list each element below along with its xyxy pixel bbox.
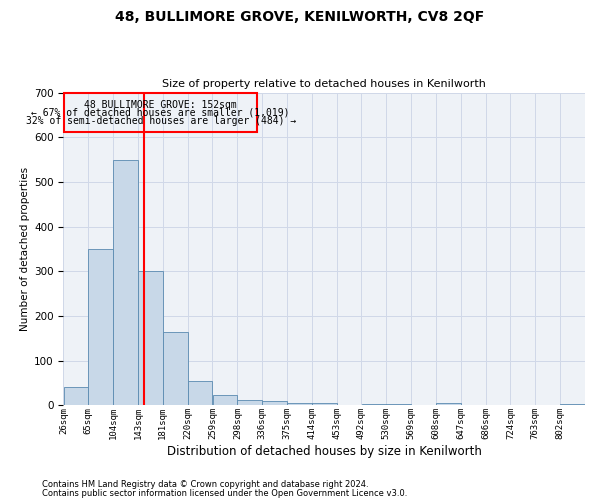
Bar [64, 94, 257, 132]
Bar [262, 401, 287, 406]
Bar [362, 404, 386, 406]
Bar [287, 403, 312, 406]
Text: ← 67% of detached houses are smaller (1,019): ← 67% of detached houses are smaller (1,… [31, 108, 290, 118]
Bar [88, 249, 113, 406]
Bar [436, 403, 461, 406]
Bar [113, 160, 138, 406]
Y-axis label: Number of detached properties: Number of detached properties [20, 167, 30, 331]
Text: 48, BULLIMORE GROVE, KENILWORTH, CV8 2QF: 48, BULLIMORE GROVE, KENILWORTH, CV8 2QF [115, 10, 485, 24]
Bar [64, 386, 88, 406]
Bar [163, 332, 188, 406]
Bar [560, 404, 585, 406]
X-axis label: Distribution of detached houses by size in Kenilworth: Distribution of detached houses by size … [167, 444, 482, 458]
Text: 48 BULLIMORE GROVE: 152sqm: 48 BULLIMORE GROVE: 152sqm [84, 100, 237, 110]
Bar [238, 400, 262, 406]
Text: Contains public sector information licensed under the Open Government Licence v3: Contains public sector information licen… [42, 488, 407, 498]
Bar [212, 396, 237, 406]
Bar [188, 380, 212, 406]
Bar [386, 404, 411, 406]
Bar [138, 272, 163, 406]
Bar [312, 403, 337, 406]
Title: Size of property relative to detached houses in Kenilworth: Size of property relative to detached ho… [163, 79, 486, 89]
Text: Contains HM Land Registry data © Crown copyright and database right 2024.: Contains HM Land Registry data © Crown c… [42, 480, 368, 489]
Text: 32% of semi-detached houses are larger (484) →: 32% of semi-detached houses are larger (… [26, 116, 296, 126]
